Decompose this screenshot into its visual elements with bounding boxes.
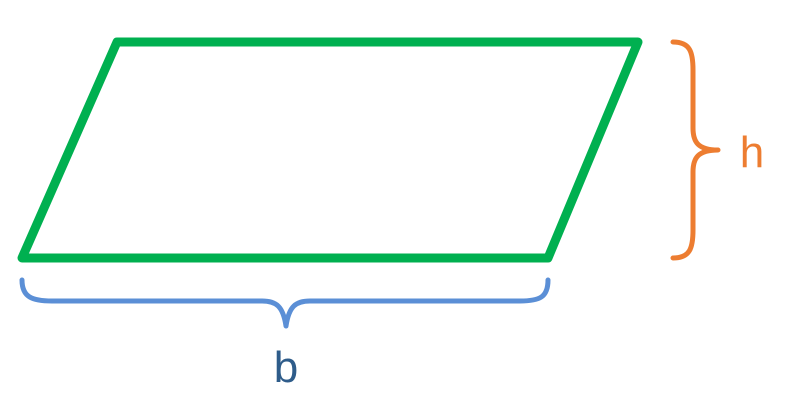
height-brace [670, 39, 721, 261]
parallelogram-shape [17, 37, 643, 263]
base-brace [19, 277, 551, 329]
height-label: h [740, 128, 764, 177]
base-label: b [274, 343, 298, 392]
